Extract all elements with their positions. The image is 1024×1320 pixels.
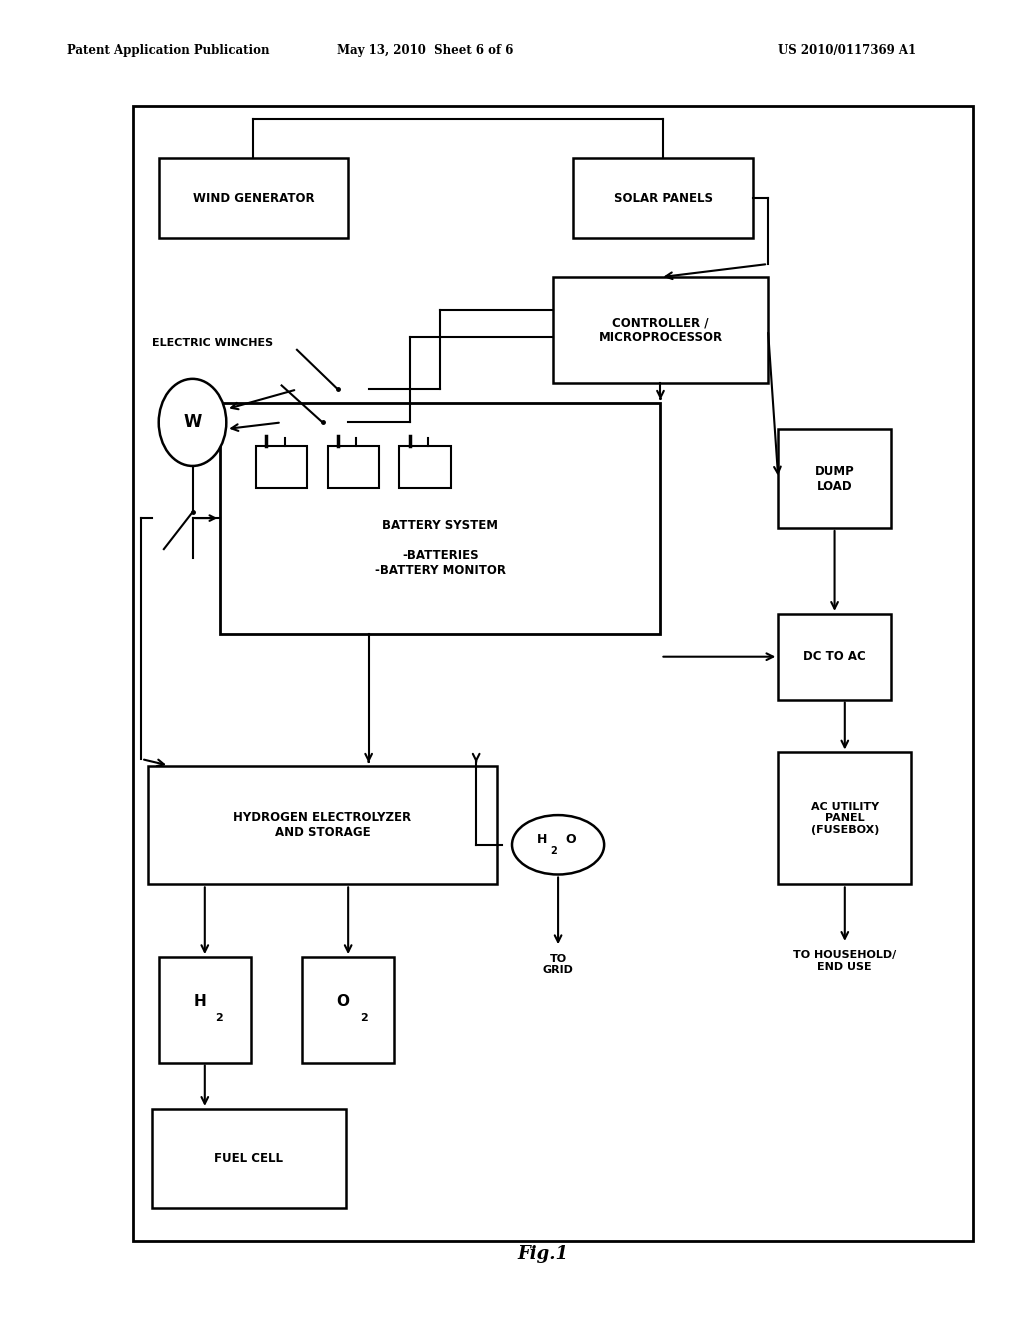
Bar bbox=[152, 1109, 346, 1208]
Bar bbox=[573, 158, 753, 238]
Text: W: W bbox=[183, 413, 202, 432]
Bar bbox=[778, 429, 891, 528]
Bar bbox=[159, 158, 348, 238]
Text: AC UTILITY
PANEL
(FUSEBOX): AC UTILITY PANEL (FUSEBOX) bbox=[811, 801, 879, 836]
Text: DUMP
LOAD: DUMP LOAD bbox=[815, 465, 854, 492]
Text: FUEL CELL: FUEL CELL bbox=[214, 1152, 284, 1164]
Circle shape bbox=[159, 379, 226, 466]
Text: ELECTRIC WINCHES: ELECTRIC WINCHES bbox=[152, 338, 272, 348]
Bar bbox=[220, 403, 660, 634]
Text: SOLAR PANELS: SOLAR PANELS bbox=[613, 191, 713, 205]
Text: WIND GENERATOR: WIND GENERATOR bbox=[193, 191, 314, 205]
Text: TO HOUSEHOLD/
END USE: TO HOUSEHOLD/ END USE bbox=[794, 950, 896, 972]
Bar bbox=[148, 766, 497, 884]
Text: May 13, 2010  Sheet 6 of 6: May 13, 2010 Sheet 6 of 6 bbox=[337, 44, 513, 57]
Text: 2: 2 bbox=[551, 846, 557, 857]
Bar bbox=[778, 752, 911, 884]
Text: DC TO AC: DC TO AC bbox=[803, 651, 866, 663]
Bar bbox=[256, 446, 307, 488]
Text: O: O bbox=[565, 833, 575, 846]
Bar bbox=[399, 446, 451, 488]
Text: H: H bbox=[537, 833, 547, 846]
Text: 2: 2 bbox=[359, 1012, 368, 1023]
Text: Patent Application Publication: Patent Application Publication bbox=[67, 44, 269, 57]
Bar bbox=[302, 957, 394, 1063]
Bar bbox=[133, 106, 973, 1241]
Text: 2: 2 bbox=[215, 1012, 223, 1023]
Bar bbox=[159, 957, 251, 1063]
Text: O: O bbox=[337, 994, 349, 1010]
Ellipse shape bbox=[512, 814, 604, 874]
Bar bbox=[328, 446, 379, 488]
Text: CONTROLLER /
MICROPROCESSOR: CONTROLLER / MICROPROCESSOR bbox=[598, 315, 723, 345]
Text: TO
GRID: TO GRID bbox=[543, 953, 573, 975]
Text: US 2010/0117369 A1: US 2010/0117369 A1 bbox=[778, 44, 916, 57]
Text: BATTERY SYSTEM

-BATTERIES
-BATTERY MONITOR: BATTERY SYSTEM -BATTERIES -BATTERY MONIT… bbox=[375, 519, 506, 577]
Bar bbox=[553, 277, 768, 383]
Text: H: H bbox=[194, 994, 206, 1010]
Bar bbox=[778, 614, 891, 700]
Text: HYDROGEN ELECTROLYZER
AND STORAGE: HYDROGEN ELECTROLYZER AND STORAGE bbox=[233, 810, 412, 840]
Text: Fig.1: Fig.1 bbox=[517, 1245, 568, 1263]
